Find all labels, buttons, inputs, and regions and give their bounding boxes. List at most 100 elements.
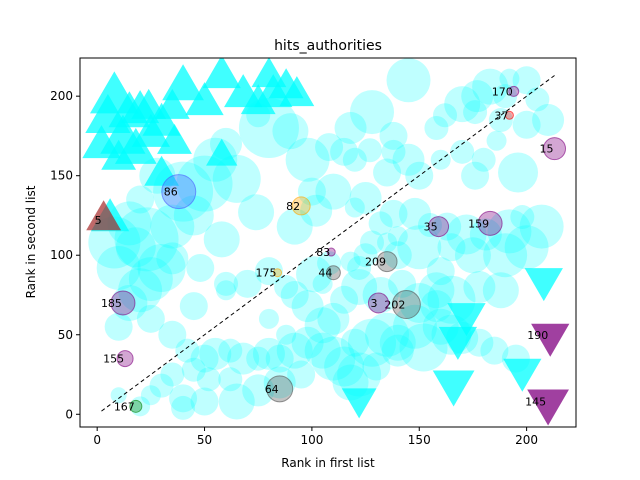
background-point xyxy=(242,374,275,407)
background-point xyxy=(330,137,359,166)
y-tick-label: 200 xyxy=(50,89,73,103)
background-point xyxy=(350,90,395,135)
background-point xyxy=(433,212,462,241)
background-point xyxy=(181,357,206,382)
up-triangle-point xyxy=(154,88,190,119)
background-point xyxy=(450,139,475,164)
background-point xyxy=(156,242,189,275)
series-155-label: 155 xyxy=(103,353,124,366)
background-point xyxy=(454,237,491,274)
background-point xyxy=(312,273,333,294)
background-point xyxy=(399,323,448,372)
series-64-label: 64 xyxy=(265,383,279,396)
down-triangle-point xyxy=(524,268,563,302)
background-point xyxy=(114,207,179,272)
background-point xyxy=(417,213,442,238)
background-point xyxy=(276,332,313,369)
background-point xyxy=(227,342,260,375)
background-point xyxy=(387,226,408,247)
background-point xyxy=(373,158,402,187)
background-point xyxy=(171,395,196,420)
background-point xyxy=(433,103,458,128)
series-209-marker xyxy=(376,251,398,273)
background-point xyxy=(285,137,330,182)
background-point xyxy=(130,396,151,417)
background-point xyxy=(238,194,275,231)
series-35-marker xyxy=(428,216,450,238)
background-point xyxy=(233,269,262,298)
x-axis-label: Rank in first list xyxy=(281,456,375,470)
background-point xyxy=(218,383,255,420)
background-point xyxy=(246,346,271,371)
background-point xyxy=(317,302,350,335)
series-159-marker xyxy=(477,210,503,236)
background-point xyxy=(315,173,352,210)
plot-frame xyxy=(79,57,577,428)
background-point xyxy=(107,201,152,246)
background-point xyxy=(471,147,496,172)
background-point xyxy=(525,87,550,112)
series-5-marker xyxy=(86,200,122,231)
up-triangle-point xyxy=(279,76,315,107)
background-point xyxy=(304,307,341,344)
background-point xyxy=(216,280,237,301)
plot-marks: 5 15 35 37 44 64 82 83 86 145 155 159 167 170 175 185 19… xyxy=(82,58,570,426)
y-tick-label: 100 xyxy=(50,248,73,262)
background-point xyxy=(330,285,359,314)
up-triangle-point xyxy=(101,139,137,170)
background-point xyxy=(487,209,532,254)
background-point xyxy=(149,373,174,398)
chart-title: hits_authorities xyxy=(274,38,382,54)
background-point xyxy=(140,385,161,406)
background-point xyxy=(498,152,539,193)
series-86-label: 86 xyxy=(164,186,178,199)
background-point xyxy=(344,197,365,218)
series-37-marker xyxy=(504,110,514,120)
background-point xyxy=(424,115,449,140)
up-triangle-point xyxy=(202,58,241,89)
up-triangle-point xyxy=(251,58,287,88)
up-triangle-point xyxy=(162,64,204,101)
diagonal-reference-line xyxy=(101,75,555,412)
background-point xyxy=(362,352,391,381)
background-point xyxy=(392,143,425,176)
background-point xyxy=(340,251,361,272)
background-point xyxy=(297,177,326,206)
background-point xyxy=(342,147,367,172)
background-point xyxy=(420,290,453,323)
background-point xyxy=(488,108,513,133)
series-185-label: 185 xyxy=(101,297,122,310)
background-point xyxy=(274,275,299,300)
background-point xyxy=(348,318,397,367)
background-point xyxy=(418,272,455,309)
series-37-label: 37 xyxy=(494,109,508,122)
background-point xyxy=(349,181,382,214)
background-point xyxy=(136,304,165,333)
background-point xyxy=(126,185,155,214)
series-190-marker xyxy=(531,323,570,357)
y-tick-label: 50 xyxy=(58,328,73,342)
series-44-marker xyxy=(325,265,341,281)
background-point xyxy=(463,271,496,304)
series-83-label: 83 xyxy=(316,246,330,259)
background-point xyxy=(472,68,509,105)
series-170-label: 170 xyxy=(492,85,513,98)
x-tick-label: 0 xyxy=(93,433,101,447)
background-point xyxy=(199,337,232,370)
background-point xyxy=(315,133,344,162)
background-point xyxy=(365,312,410,357)
background-point xyxy=(287,360,316,389)
background-point xyxy=(398,197,431,230)
down-triangle-point xyxy=(432,370,475,407)
series-64-marker xyxy=(266,375,294,403)
background-point xyxy=(463,100,488,125)
background-point xyxy=(381,334,414,367)
series-145-label: 145 xyxy=(525,396,546,409)
series-86-marker xyxy=(161,174,197,210)
series-202-marker xyxy=(391,290,421,320)
series-145-marker xyxy=(527,389,569,426)
background-point xyxy=(137,243,186,292)
up-triangle-point xyxy=(206,138,238,166)
series-15-label: 15 xyxy=(540,143,554,156)
